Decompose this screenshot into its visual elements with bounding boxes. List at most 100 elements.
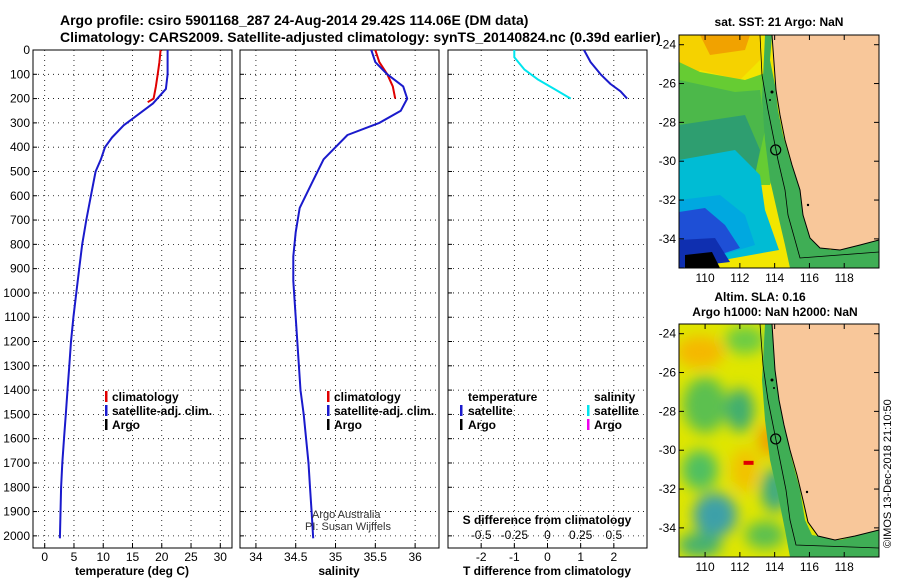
legend-label-t-satellite: satellite — [468, 404, 513, 418]
s-diff-tick-label: 0.5 — [605, 528, 622, 542]
legend-label-argo: Argo — [112, 418, 140, 432]
lon-tick-label: 118 — [835, 271, 854, 285]
depth-tick-label: 1800 — [3, 480, 30, 494]
x-tick-label: 2 — [610, 550, 617, 564]
lat-tick-label: -30 — [659, 154, 677, 168]
sla-map: Altim. SLA: 0.16 Argo h1000: NaN h2000: … — [659, 290, 880, 574]
legend-swatch-t-satellite — [460, 405, 463, 416]
lat-tick-label: -32 — [659, 482, 677, 496]
lat-tick-label: -34 — [659, 521, 677, 535]
lon-tick-label: 116 — [800, 271, 819, 285]
salinity-series — [292, 50, 409, 539]
temperature-grid — [33, 49, 232, 548]
temperature-ticks: 0 5 10 15 20 25 30 — [33, 49, 228, 564]
temperature-xlabel: temperature (deg C) — [75, 564, 189, 578]
legend-label-s-argo: Argo — [594, 418, 622, 432]
x-tick-label: 20 — [155, 550, 169, 564]
series-line-satellite-adj-clim- — [292, 50, 409, 539]
x-tick-label: 35.5 — [364, 550, 388, 564]
x-tick-label: 10 — [97, 550, 111, 564]
s-difference-ticks: -0.5 -0.25 0 0.25 0.5 — [471, 528, 623, 542]
lon-tick-label: 112 — [730, 271, 749, 285]
lat-tick-label: -28 — [659, 115, 677, 129]
x-tick-label: 25 — [184, 550, 198, 564]
legend-swatch-t-argo — [460, 419, 463, 430]
lat-tick-label: -30 — [659, 443, 677, 457]
sst-field — [679, 35, 879, 268]
sla-map-title-line1: Altim. SLA: 0.16 — [714, 290, 806, 304]
salinity-xlabel: salinity — [318, 564, 360, 578]
s-difference-label: S difference from climatology — [463, 513, 632, 527]
depth-tick-label: 500 — [10, 164, 30, 178]
lat-tick-label: -32 — [659, 193, 677, 207]
lon-tick-label: 118 — [835, 560, 854, 574]
difference-ticks: -2 -1 0 1 2 — [448, 49, 617, 564]
lon-tick-label: 110 — [696, 271, 715, 285]
lat-tick-label: -34 — [659, 232, 677, 246]
difference-grid — [448, 49, 647, 548]
depth-tick-label: 0 — [23, 43, 30, 57]
depth-tick-label: 900 — [10, 262, 30, 276]
depth-tick-label: 800 — [10, 237, 30, 251]
sla-field — [679, 324, 879, 557]
sst-map-ticks: 110 112 114 116 118 -24 -26 -28 -30 -32 -34 — [659, 35, 879, 285]
legend-label-s-satellite: satellite — [594, 404, 639, 418]
annotation-pi: PI: Susan Wijffels — [305, 521, 391, 533]
s-diff-tick-label: 0.25 — [569, 528, 593, 542]
depth-tick-label: 1200 — [3, 335, 30, 349]
legend-swatch-argo — [105, 419, 108, 430]
legend-swatch-s-argo — [587, 419, 590, 430]
depth-tick-label: 1900 — [3, 505, 30, 519]
lon-tick-label: 116 — [800, 560, 819, 574]
x-tick-label: 0 — [41, 550, 48, 564]
legend-salinity-heading: salinity — [594, 390, 636, 404]
legend-swatch-climatology — [327, 391, 330, 402]
salinity-legend: climatology satellite-adj. clim. Argo — [327, 390, 434, 432]
depth-tick-label: 300 — [10, 116, 30, 130]
salinity-grid — [240, 49, 439, 548]
depth-tick-label: 1500 — [3, 407, 30, 421]
lon-tick-label: 112 — [730, 560, 749, 574]
series-line-temperature-satellite — [583, 50, 628, 100]
x-tick-label: 15 — [126, 550, 140, 564]
lon-tick-label: 110 — [696, 560, 715, 574]
x-tick-label: -2 — [476, 550, 487, 564]
lat-tick-label: -26 — [659, 366, 677, 380]
series-line-satellite-adj-clim- — [58, 50, 169, 539]
s-diff-tick-label: 0 — [544, 528, 551, 542]
x-tick-label: 30 — [214, 550, 228, 564]
depth-tick-label: 1600 — [3, 432, 30, 446]
lat-tick-label: -28 — [659, 404, 677, 418]
x-tick-label: 5 — [71, 550, 78, 564]
lat-tick-label: -24 — [659, 327, 677, 341]
profile-location-marker — [770, 433, 782, 445]
temperature-legend: climatology satellite-adj. clim. Argo — [105, 390, 212, 432]
depth-tick-label: 1400 — [3, 383, 30, 397]
difference-legend: temperature satellite Argo salinity sate… — [460, 390, 639, 432]
salinity-panel: 34 34.5 35 35.5 36 salinity climatology sate… — [239, 49, 440, 578]
depth-tick-label: 400 — [10, 140, 30, 154]
depth-ticks: 0 100 200 300 400 500 600 700 800 900 1000 1100 1200… — [3, 43, 30, 543]
chart-title-line2: Climatology: CARS2009. Satellite-adjuste… — [60, 29, 661, 45]
depth-tick-label: 1700 — [3, 456, 30, 470]
profile-location-marker — [770, 144, 782, 156]
temperature-panel: 0 5 10 15 20 25 30 0 100 200 300 400 500 600 700 800 90… — [3, 43, 233, 578]
x-tick-label: 35 — [329, 550, 343, 564]
sla-map-title-line2: Argo h1000: NaN h2000: NaN — [692, 305, 857, 319]
series-line-climatology — [147, 50, 162, 104]
legend-label-climatology: climatology — [112, 390, 179, 404]
depth-tick-label: 1300 — [3, 359, 30, 373]
red-profile-marker — [743, 460, 754, 465]
sst-map: sat. SST: 21 Argo: NaN — [659, 15, 880, 285]
s-diff-tick-label: -0.5 — [471, 528, 492, 542]
legend-swatch-satellite — [327, 405, 330, 416]
x-tick-label: 1 — [577, 550, 584, 564]
legend-label-argo: Argo — [334, 418, 362, 432]
depth-tick-label: 1000 — [3, 286, 30, 300]
x-tick-label: 34 — [249, 550, 263, 564]
legend-swatch-argo — [327, 419, 330, 430]
legend-label-t-argo: Argo — [468, 418, 496, 432]
x-tick-label: 0 — [544, 550, 551, 564]
chart-title-line1: Argo profile: csiro 5901168_287 24-Aug-2… — [60, 12, 529, 28]
